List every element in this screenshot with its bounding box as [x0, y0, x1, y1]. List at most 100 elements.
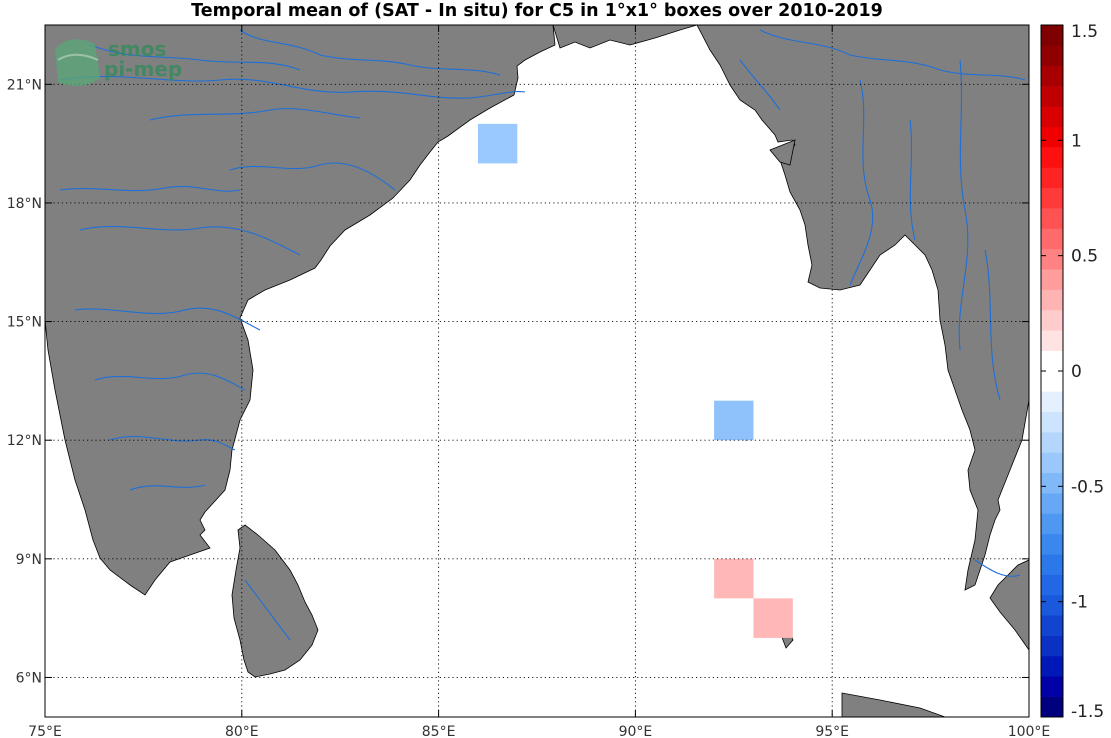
- y-tick-label: 21°N: [7, 77, 42, 93]
- colorbar-tick-label: -1: [1071, 593, 1088, 613]
- colorbar-cell: [1041, 106, 1063, 128]
- colorbar-cell: [1041, 289, 1063, 311]
- colorbar-cell: [1041, 269, 1063, 290]
- colorbar-tick-label: 1.5: [1071, 22, 1098, 42]
- colorbar-cell: [1041, 45, 1063, 67]
- map-title: Temporal mean of (SAT - In situ) for C5 …: [191, 1, 883, 21]
- smos-pi-mep-logo: smos pi-mep: [55, 37, 182, 87]
- river-north-1: [239, 29, 501, 76]
- colorbar-ticks: 1.5 1 0.5 0 -0.5 -1 -1.5: [1041, 22, 1104, 722]
- data-box: [477, 123, 518, 164]
- colorbar-cell: [1041, 594, 1063, 616]
- colorbar-cell: [1041, 309, 1063, 331]
- river-east: [984, 249, 1001, 401]
- colorbar-cell: [1041, 330, 1063, 351]
- colorbar-cells: [1041, 25, 1063, 718]
- river-salween: [958, 59, 969, 351]
- land-top-islets: [552, 25, 698, 49]
- river-south: [129, 484, 206, 491]
- colorbar-cell: [1041, 655, 1063, 677]
- colorbar-cell: [1041, 411, 1063, 433]
- x-tick-label: 95°E: [815, 724, 849, 738]
- colorbar-cell: [1041, 432, 1063, 453]
- colorbar-cell: [1041, 350, 1063, 372]
- y-tick-label: 9°N: [16, 552, 42, 568]
- rivers-layer: [59, 29, 1026, 641]
- colorbar-cell: [1041, 147, 1063, 168]
- colorbar-tick-label: -1.5: [1071, 702, 1104, 722]
- colorbar-cell: [1041, 574, 1063, 596]
- colorbar-cell: [1041, 25, 1063, 46]
- river-peninsula: [94, 372, 246, 391]
- colorbar-tick-label: 0.5: [1071, 247, 1098, 267]
- colorbar-cell: [1041, 676, 1063, 697]
- river-brahmaputra: [759, 29, 1026, 81]
- land-coast-islet: [769, 139, 796, 166]
- river-narmada: [59, 185, 241, 192]
- x-tick-label: 75°E: [28, 724, 62, 738]
- river-mahanadi: [229, 162, 396, 191]
- colorbar-cell: [1041, 696, 1063, 718]
- colorbar-cell: [1041, 228, 1063, 250]
- x-tick-label: 100°E: [1008, 724, 1051, 738]
- colorbar-cell: [1041, 493, 1063, 514]
- colorbar-cell: [1041, 635, 1063, 657]
- land-myanmar: [696, 25, 1029, 591]
- land-sri-lanka: [231, 524, 319, 678]
- logo-line1: smos: [108, 37, 166, 61]
- river-sri-lanka: [244, 579, 291, 641]
- y-tick-label: 15°N: [7, 315, 42, 331]
- graticule: [45, 25, 1029, 717]
- colorbar-tick-label: 1: [1071, 131, 1082, 151]
- land-layer: [45, 25, 1029, 717]
- river-son: [149, 108, 361, 121]
- x-tick-label: 90°E: [619, 724, 653, 738]
- colorbar-cell: [1041, 554, 1063, 575]
- river-sittaung: [909, 119, 916, 241]
- colorbar-cell: [1041, 391, 1063, 413]
- x-tick-label: 85°E: [422, 724, 456, 738]
- colorbar-tick-label: 0: [1071, 362, 1082, 382]
- data-box: [753, 598, 793, 638]
- colorbar-cell: [1041, 513, 1063, 535]
- colorbar-cell: [1041, 187, 1063, 209]
- map-plot-area: [45, 25, 1029, 717]
- logo-swirl-highlight-icon: [57, 53, 99, 61]
- logo-line2: pi-mep: [104, 57, 182, 81]
- data-box: [714, 558, 754, 599]
- colorbar-cell: [1041, 65, 1063, 87]
- river-krishna: [74, 307, 261, 331]
- x-axis-ticks: 75°E 80°E 85°E 90°E 95°E 100°E: [28, 25, 1050, 738]
- colorbar: 1.5 1 0.5 0 -0.5 -1 -1.5: [1040, 22, 1104, 722]
- river-yamuna: [89, 44, 301, 71]
- river-ganges: [59, 75, 526, 99]
- data-boxes-layer: [477, 123, 793, 638]
- colorbar-cell: [1041, 86, 1063, 107]
- colorbar-cell: [1041, 472, 1063, 494]
- land-sumatra: [841, 692, 946, 717]
- colorbar-cell: [1041, 615, 1063, 636]
- colorbar-tick-label: -0.5: [1071, 477, 1104, 497]
- colorbar-cell: [1041, 533, 1063, 555]
- y-axis-ticks: 6°N 9°N 12°N 15°N 18°N 21°N: [7, 77, 1029, 686]
- river-kaveri: [109, 435, 236, 451]
- land-malay: [989, 559, 1029, 651]
- river-andaman: [974, 559, 1021, 577]
- colorbar-cell: [1041, 371, 1063, 392]
- colorbar-cell: [1041, 452, 1063, 474]
- colorbar-cell: [1041, 208, 1063, 229]
- colorbar-cell: [1041, 248, 1063, 270]
- data-box: [714, 400, 754, 441]
- colorbar-cell: [1041, 167, 1063, 189]
- x-tick-label: 80°E: [225, 724, 259, 738]
- logo-swirl-icon: [55, 39, 100, 87]
- river-irrawaddy: [849, 79, 874, 286]
- y-tick-label: 6°N: [16, 670, 42, 686]
- river-meghna: [739, 59, 781, 111]
- y-tick-label: 12°N: [7, 433, 42, 449]
- river-godavari: [79, 225, 301, 256]
- land-india: [45, 25, 556, 596]
- y-tick-label: 18°N: [7, 196, 42, 212]
- map-frame: [44, 24, 1030, 718]
